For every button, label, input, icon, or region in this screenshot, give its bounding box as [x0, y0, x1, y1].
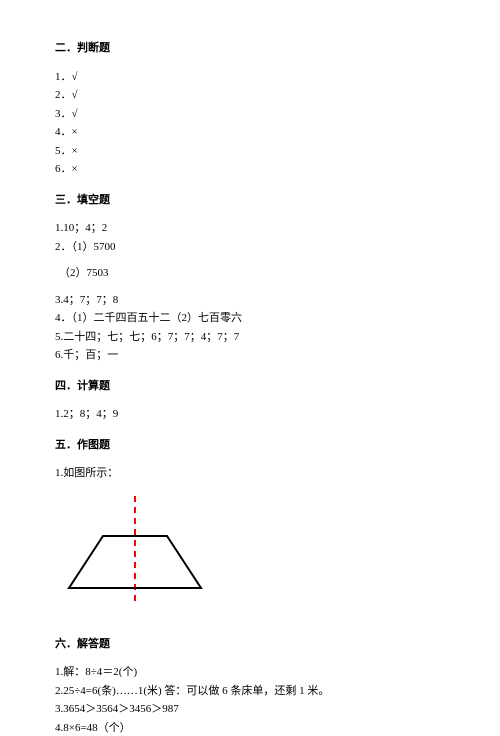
s2-item-2: 2．√ — [55, 87, 445, 104]
section-3-title: 三．填空题 — [55, 192, 445, 209]
s3-line-4: 4．（1）二千四百五十二（2）七百零六 — [55, 310, 445, 327]
s2-item-3: 3．√ — [55, 106, 445, 123]
s3-line-3: 3.4；7；7；8 — [55, 292, 445, 309]
s3-line-6: 6.千；百；一 — [55, 347, 445, 364]
s4-line-1: 1.2；8；4；9 — [55, 406, 445, 423]
s3-line-2b: （2）7503 — [59, 265, 445, 282]
s3-line-2: 2．（1）5700 — [55, 239, 445, 256]
s2-item-1: 1．√ — [55, 69, 445, 86]
s6-line-3: 3.3654＞3564＞3456＞987 — [55, 701, 445, 718]
section-4-title: 四．计算题 — [55, 378, 445, 395]
section-2-title: 二．判断题 — [55, 40, 445, 57]
s5-caption: 1.如图所示： — [55, 465, 445, 482]
s6-line-1: 1.解：8÷4＝2(个) — [55, 664, 445, 681]
trapezoid-svg — [55, 488, 215, 608]
s2-item-5: 5．× — [55, 143, 445, 160]
s2-item-4: 4．× — [55, 124, 445, 141]
trapezoid-figure — [55, 488, 215, 608]
s3-line-5: 5.二十四；七；七；6；7；7；4；7；7 — [55, 329, 445, 346]
s3-line-1: 1.10；4；2 — [55, 220, 445, 237]
s6-line-2: 2.25÷4=6(条)……1(米) 答：可以做 6 条床单，还剩 1 米。 — [55, 683, 445, 700]
s6-line-4: 4.8×6=48（个） — [55, 720, 445, 736]
section-5-title: 五．作图题 — [55, 437, 445, 454]
section-6-title: 六．解答题 — [55, 636, 445, 653]
s2-item-6: 6．× — [55, 161, 445, 178]
